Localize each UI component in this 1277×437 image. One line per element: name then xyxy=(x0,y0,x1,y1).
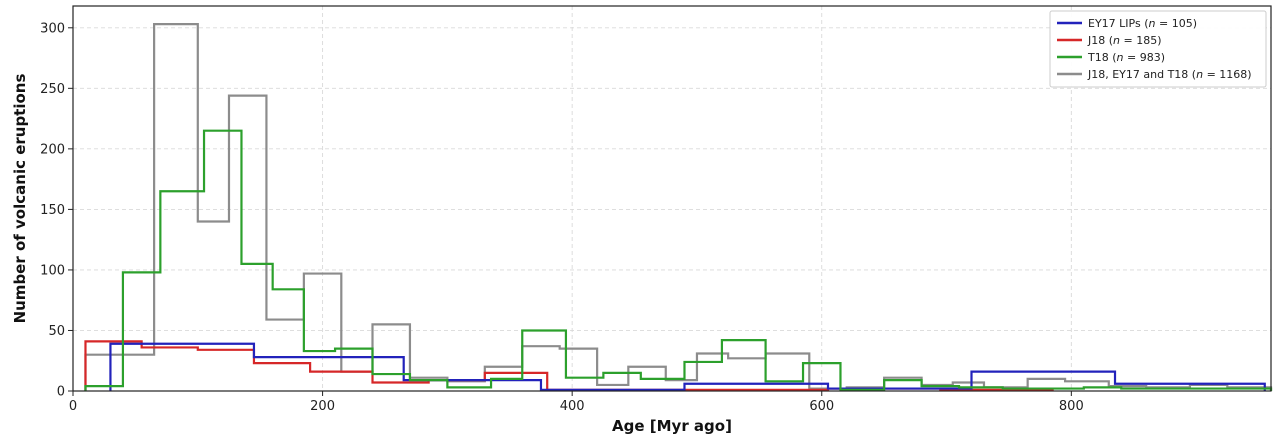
legend-label-all: J18, EY17 and T18 (n = 1168) xyxy=(1087,68,1252,81)
legend-label-n: n xyxy=(1117,51,1124,64)
x-tick-label: 200 xyxy=(310,399,335,414)
legend-label-count: = 105) xyxy=(1155,17,1197,30)
legend-label-n: n xyxy=(1196,68,1203,81)
legend-label-prefix: J18, EY17 and T18 ( xyxy=(1087,68,1196,81)
y-tick-label: 100 xyxy=(40,263,65,278)
x-tick-label: 0 xyxy=(69,399,77,414)
x-axis-title: Age [Myr ago] xyxy=(612,417,732,435)
y-tick-label: 50 xyxy=(48,324,65,339)
legend-label-ey17: EY17 LIPs (n = 105) xyxy=(1088,17,1197,30)
plot-frame xyxy=(72,5,1272,392)
legend: EY17 LIPs (n = 105)J18 (n = 185)T18 (n =… xyxy=(1049,10,1267,88)
y-tick-label: 0 xyxy=(57,385,65,400)
series-t18-line xyxy=(84,129,1273,391)
legend-label-prefix: J18 ( xyxy=(1087,34,1113,47)
y-tick-label: 300 xyxy=(40,21,65,36)
legend-box xyxy=(1049,10,1267,88)
x-axis: 0 200 400 600 800 xyxy=(69,391,1084,414)
series-all-line xyxy=(84,23,1273,391)
legend-label-n: n xyxy=(1113,34,1120,47)
x-tick-label: 600 xyxy=(809,399,834,414)
legend-label-count: = 185) xyxy=(1120,34,1162,47)
series-ey17-line xyxy=(109,342,1266,391)
y-tick-label: 200 xyxy=(40,142,65,157)
legend-label-n: n xyxy=(1149,17,1156,30)
legend-label-j18: J18 (n = 185) xyxy=(1087,34,1162,47)
y-tick-label: 250 xyxy=(40,82,65,97)
legend-label-count: = 1168) xyxy=(1203,68,1252,81)
y-axis: 0 50 100 150 200 250 300 xyxy=(40,21,73,400)
legend-label-count: = 983) xyxy=(1124,51,1166,64)
x-tick-label: 800 xyxy=(1059,399,1084,414)
legend-label-t18: T18 (n = 983) xyxy=(1087,51,1165,64)
legend-label-prefix: T18 ( xyxy=(1087,51,1117,64)
series-layer xyxy=(84,23,1273,391)
x-tick-label: 400 xyxy=(560,399,585,414)
y-axis-title: Number of volcanic eruptions xyxy=(11,74,29,324)
y-tick-label: 150 xyxy=(40,203,65,218)
legend-label-prefix: EY17 LIPs ( xyxy=(1088,17,1149,30)
